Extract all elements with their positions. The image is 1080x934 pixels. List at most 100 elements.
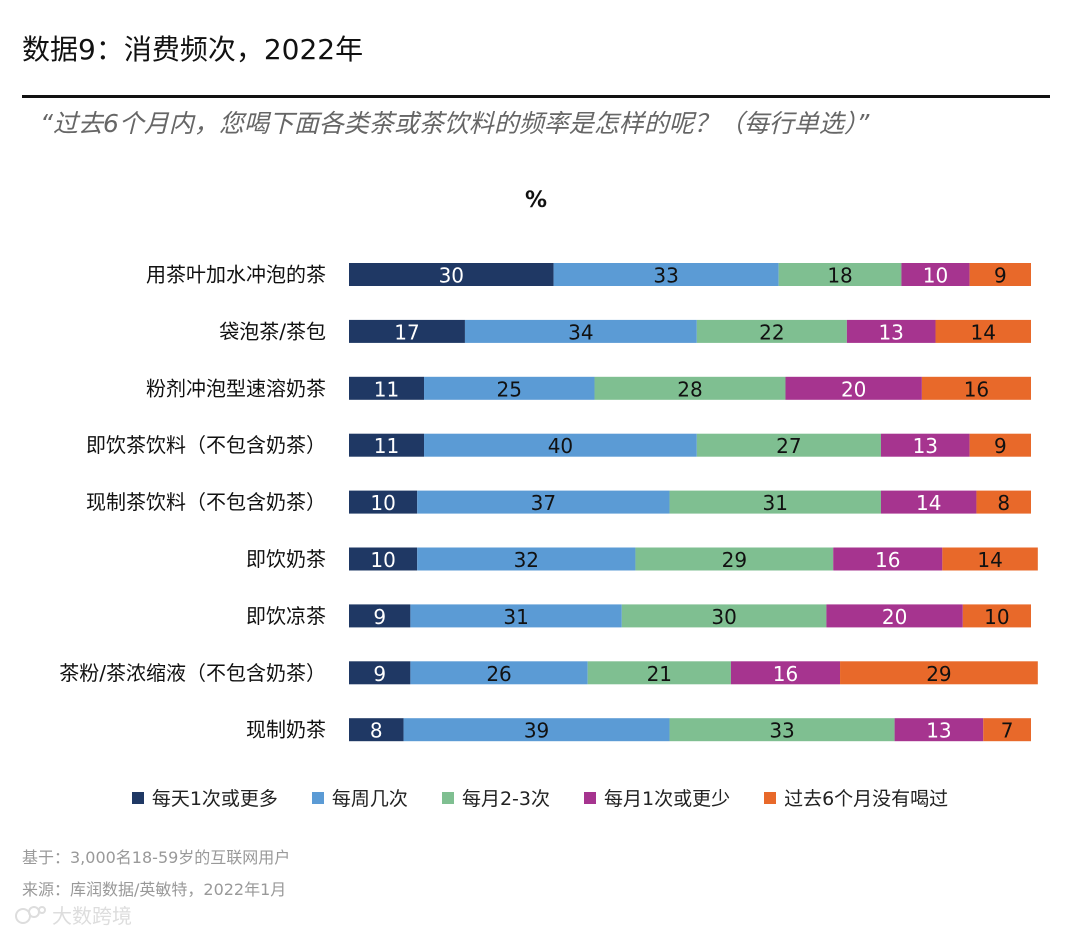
data-label: 16 bbox=[875, 548, 900, 572]
data-label: 10 bbox=[984, 605, 1009, 629]
bar-segment bbox=[976, 490, 1031, 514]
bar-segment bbox=[417, 490, 670, 514]
data-label: 8 bbox=[997, 491, 1010, 515]
page-title: 数据9：消费频次，2022年 bbox=[22, 33, 364, 66]
bar-segment bbox=[349, 547, 418, 571]
data-label: 31 bbox=[763, 491, 788, 515]
legend-item: 过去6个月没有喝过 bbox=[764, 784, 948, 811]
watermark: 大数跨境 bbox=[14, 900, 132, 929]
data-label: 27 bbox=[776, 434, 801, 458]
data-label: 29 bbox=[926, 662, 951, 686]
data-label: 10 bbox=[370, 548, 395, 572]
data-label: 14 bbox=[977, 548, 1002, 572]
data-label: 16 bbox=[964, 377, 989, 401]
bar-segment bbox=[349, 319, 465, 343]
data-label: 37 bbox=[531, 491, 556, 515]
bar-segment bbox=[669, 718, 895, 742]
bar-segment bbox=[621, 604, 827, 628]
legend-swatch bbox=[131, 791, 144, 804]
bar-segment bbox=[962, 604, 1031, 628]
bar-segment bbox=[969, 433, 1031, 457]
data-label: 39 bbox=[524, 719, 549, 743]
legend-item: 每天1次或更多 bbox=[131, 784, 278, 811]
bar-segment bbox=[349, 433, 425, 457]
bar-segment bbox=[921, 376, 1031, 400]
data-label: 25 bbox=[497, 377, 522, 401]
data-label: 8 bbox=[370, 719, 383, 743]
data-label: 30 bbox=[439, 264, 464, 288]
data-label: 30 bbox=[711, 605, 736, 629]
bar-segment bbox=[840, 661, 1038, 685]
bar-segment bbox=[730, 661, 841, 685]
legend-swatch bbox=[764, 791, 777, 804]
data-label: 11 bbox=[374, 377, 399, 401]
bar-segment bbox=[587, 661, 731, 685]
data-label: 17 bbox=[394, 320, 419, 344]
bar-segment bbox=[826, 604, 963, 628]
category-label: 现制奶茶 bbox=[246, 718, 326, 742]
bar-segment bbox=[424, 376, 595, 400]
bar-segment bbox=[349, 490, 418, 514]
data-label: 13 bbox=[913, 434, 938, 458]
bar-segment bbox=[778, 263, 902, 286]
base-note: 基于：3,000名18-59岁的互联网用户 bbox=[22, 848, 291, 867]
data-label: 9 bbox=[373, 605, 386, 629]
data-label: 13 bbox=[926, 719, 951, 743]
legend-item: 每月1次或更少 bbox=[583, 784, 730, 811]
data-label: 33 bbox=[653, 264, 678, 288]
data-label: 7 bbox=[1001, 719, 1014, 743]
category-label: 现制茶饮料（不包含奶茶） bbox=[86, 490, 326, 514]
legend-item: 每月2-3次 bbox=[441, 784, 550, 811]
bar-segment bbox=[969, 263, 1031, 286]
bar-segment bbox=[894, 718, 984, 742]
legend-swatch bbox=[583, 791, 596, 804]
bar-segment bbox=[349, 263, 554, 286]
bar-segment bbox=[403, 718, 670, 742]
data-label: 31 bbox=[503, 605, 528, 629]
legend-label: 每周几次 bbox=[331, 788, 408, 810]
bar-segment bbox=[417, 547, 636, 571]
bar-segment bbox=[785, 376, 922, 400]
bar-segment bbox=[594, 376, 786, 400]
data-label: 10 bbox=[370, 491, 395, 515]
category-label: 茶粉/茶浓缩液（不包含奶茶） bbox=[59, 661, 326, 685]
data-label: 16 bbox=[773, 662, 798, 686]
category-label: 粉剂冲泡型速溶奶茶 bbox=[146, 376, 326, 400]
data-label: 9 bbox=[994, 264, 1007, 288]
data-label: 22 bbox=[759, 320, 784, 344]
chart-legend: 每天1次或更多 每周几次 每月2-3次 每月1次或更少 过去6个月没有喝过 bbox=[0, 784, 1080, 811]
data-label: 18 bbox=[827, 264, 852, 288]
stacked-bar-chart: 用茶叶加水冲泡的茶 30 33 18 10 9 袋泡茶/茶包 17 34 22 13 14 粉剂冲泡型速… bbox=[59, 263, 1038, 743]
bar-segment bbox=[983, 718, 1031, 742]
category-label: 袋泡茶/茶包 bbox=[219, 319, 326, 343]
data-label: 32 bbox=[514, 548, 539, 572]
bar-segment bbox=[410, 604, 622, 628]
bar-segment bbox=[349, 604, 411, 628]
data-label: 11 bbox=[374, 434, 399, 458]
bar-segment bbox=[880, 490, 977, 514]
data-label: 20 bbox=[841, 377, 866, 401]
bar-segment bbox=[696, 319, 847, 343]
source-note: 来源：库润数据/英敏特，2022年1月 bbox=[22, 880, 287, 899]
data-label: 21 bbox=[647, 662, 672, 686]
bar-segment bbox=[349, 661, 411, 685]
bar-segment bbox=[349, 718, 404, 742]
data-label: 28 bbox=[677, 377, 702, 401]
legend-item: 每周几次 bbox=[311, 784, 408, 811]
data-label: 14 bbox=[971, 320, 996, 344]
data-label: 29 bbox=[722, 548, 747, 572]
data-label: 33 bbox=[769, 719, 794, 743]
bar-segment bbox=[669, 490, 881, 514]
bar-segment bbox=[635, 547, 834, 571]
title-divider bbox=[22, 95, 1050, 98]
bar-segment bbox=[464, 319, 697, 343]
category-label: 即饮茶饮料（不包含奶茶） bbox=[86, 433, 326, 457]
survey-question: “过去6个月内，您喝下面各类茶或茶饮料的频率是怎样的呢？（每行单选）” bbox=[40, 109, 870, 138]
chart-title: % bbox=[524, 188, 548, 213]
data-label: 20 bbox=[882, 605, 907, 629]
watermark-text: 大数跨境 bbox=[52, 904, 132, 928]
data-label: 34 bbox=[568, 320, 593, 344]
bar-segment bbox=[424, 433, 697, 457]
legend-label: 每月2-3次 bbox=[461, 788, 550, 810]
data-label: 9 bbox=[373, 662, 386, 686]
